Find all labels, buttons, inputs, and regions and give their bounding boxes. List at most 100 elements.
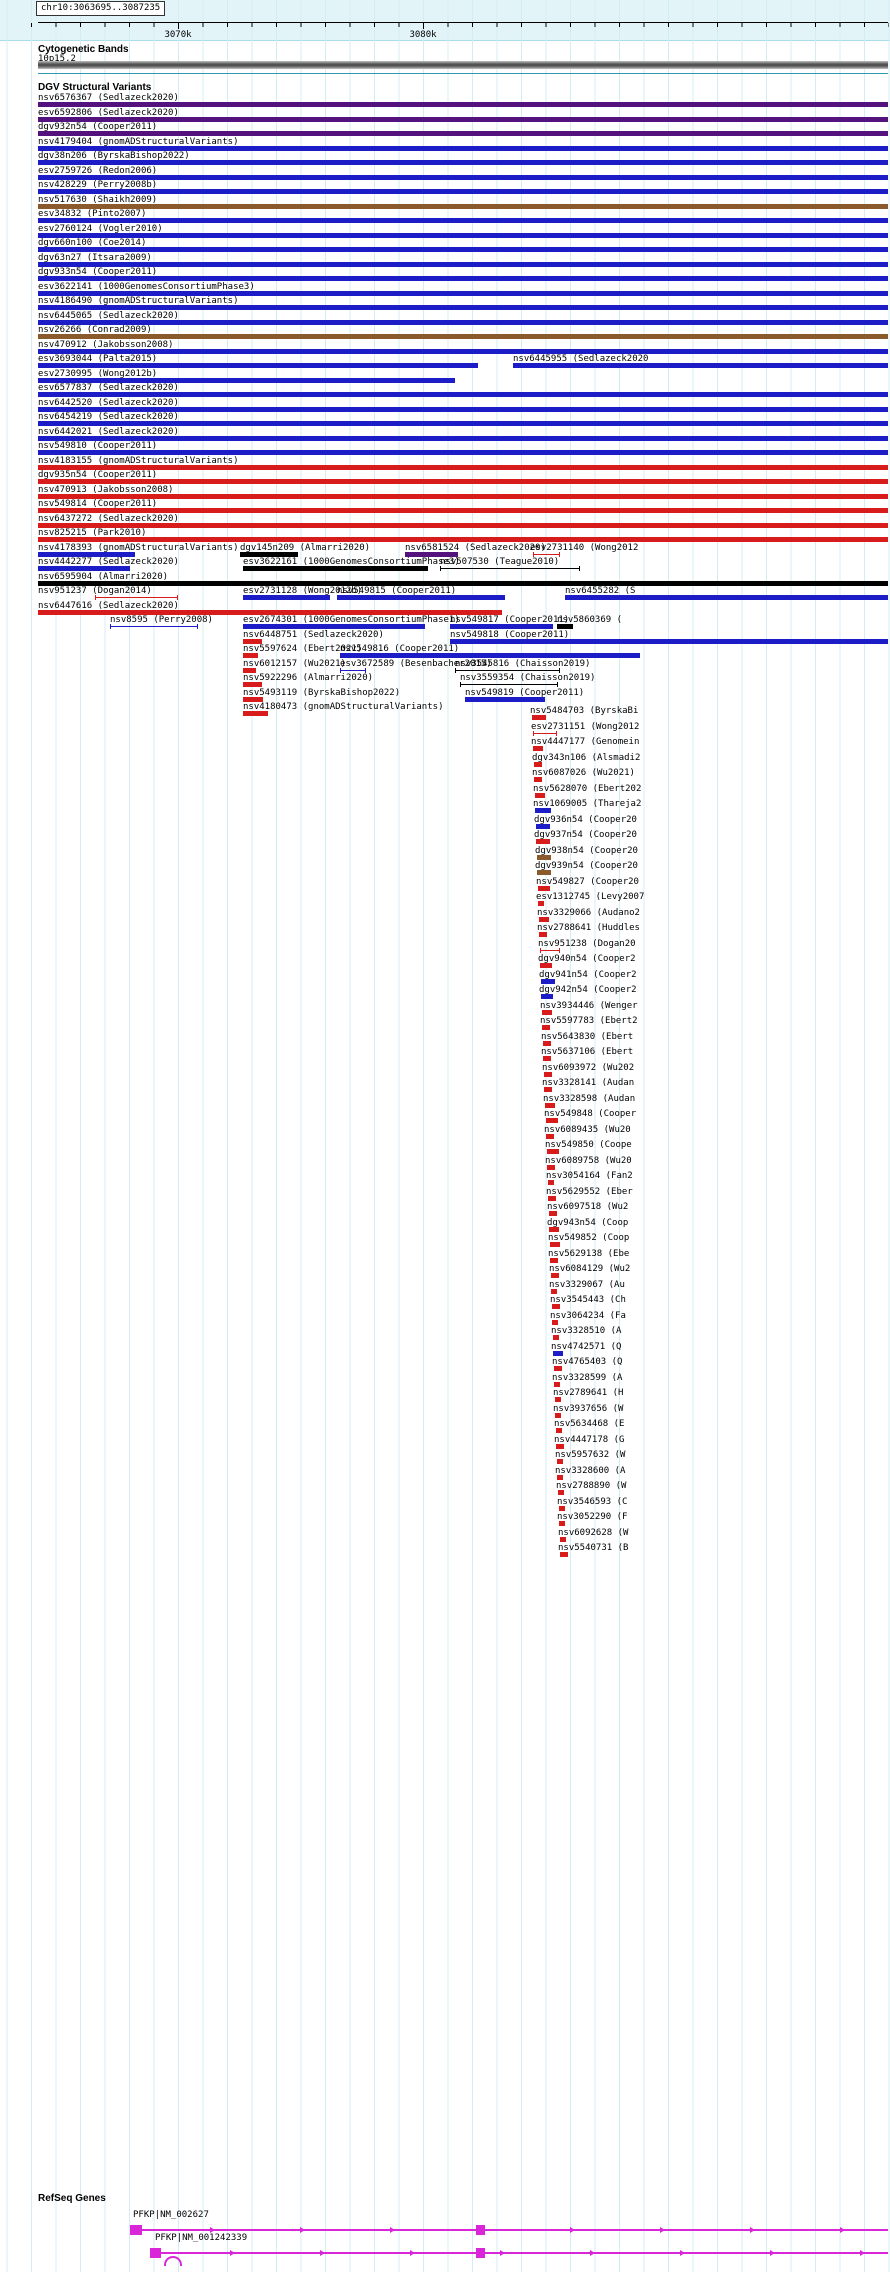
variant-bar[interactable] xyxy=(560,1552,568,1557)
variant-bar[interactable] xyxy=(565,595,888,600)
variant-bar[interactable] xyxy=(38,450,888,455)
variant-bar[interactable] xyxy=(450,624,553,629)
variant-bar[interactable] xyxy=(243,639,262,644)
variant-bar[interactable] xyxy=(38,117,888,122)
variant-bar[interactable] xyxy=(553,1335,559,1340)
variant-bar[interactable] xyxy=(538,901,544,906)
variant-bar[interactable] xyxy=(38,160,888,165)
variant-bar[interactable] xyxy=(38,334,888,339)
variant-bar[interactable] xyxy=(243,711,268,716)
variant-bar[interactable] xyxy=(543,1041,551,1046)
variant-bar[interactable] xyxy=(548,1196,556,1201)
variant-bar[interactable] xyxy=(551,1273,559,1278)
variant-bar[interactable] xyxy=(38,436,888,441)
variant-bar[interactable] xyxy=(243,697,263,702)
variant-bar[interactable] xyxy=(551,1289,557,1294)
variant-bar[interactable] xyxy=(533,731,557,736)
variant-bar[interactable] xyxy=(555,1413,561,1418)
variant-bar[interactable] xyxy=(38,305,888,310)
variant-bar[interactable] xyxy=(38,189,888,194)
variant-bar[interactable] xyxy=(536,839,550,844)
gene-exon[interactable] xyxy=(476,2225,485,2235)
variant-bar[interactable] xyxy=(38,378,455,383)
variant-bar[interactable] xyxy=(38,146,888,151)
variant-bar[interactable] xyxy=(38,537,888,542)
variant-bar[interactable] xyxy=(455,668,560,673)
variant-bar[interactable] xyxy=(552,1304,560,1309)
variant-bar[interactable] xyxy=(513,363,888,368)
variant-bar[interactable] xyxy=(559,1506,565,1511)
variant-bar[interactable] xyxy=(536,824,550,829)
variant-bar[interactable] xyxy=(543,1056,551,1061)
variant-bar[interactable] xyxy=(38,508,888,513)
variant-bar[interactable] xyxy=(38,320,888,325)
variant-bar[interactable] xyxy=(549,1211,557,1216)
variant-bar[interactable] xyxy=(38,131,888,136)
variant-bar[interactable] xyxy=(38,407,888,412)
variant-bar[interactable] xyxy=(544,1072,552,1077)
variant-bar[interactable] xyxy=(243,668,256,673)
variant-bar[interactable] xyxy=(547,1149,559,1154)
variant-bar[interactable] xyxy=(38,552,135,557)
variant-bar[interactable] xyxy=(465,697,545,702)
variant-bar[interactable] xyxy=(544,1087,552,1092)
variant-bar[interactable] xyxy=(560,1537,566,1542)
variant-bar[interactable] xyxy=(539,932,547,937)
variant-bar[interactable] xyxy=(541,994,553,999)
variant-bar[interactable] xyxy=(38,218,888,223)
variant-bar[interactable] xyxy=(539,917,549,922)
variant-bar[interactable] xyxy=(550,1258,558,1263)
variant-bar[interactable] xyxy=(546,1134,554,1139)
variant-bar[interactable] xyxy=(559,1521,565,1526)
variant-bar[interactable] xyxy=(546,1118,558,1123)
region-box[interactable]: chr10:3063695..3087235 xyxy=(36,1,166,16)
variant-bar[interactable] xyxy=(405,552,458,557)
variant-bar[interactable] xyxy=(440,566,580,571)
variant-bar[interactable] xyxy=(554,1366,562,1371)
variant-bar[interactable] xyxy=(38,363,478,368)
variant-bar[interactable] xyxy=(533,746,543,751)
variant-bar[interactable] xyxy=(549,1227,559,1232)
variant-bar[interactable] xyxy=(557,624,573,629)
variant-bar[interactable] xyxy=(557,1459,563,1464)
variant-bar[interactable] xyxy=(38,247,888,252)
variant-bar[interactable] xyxy=(38,102,888,107)
variant-bar[interactable] xyxy=(38,262,888,267)
gene-exon[interactable] xyxy=(476,2248,485,2258)
variant-bar[interactable] xyxy=(38,291,888,296)
variant-bar[interactable] xyxy=(540,963,552,968)
gene-intron-line[interactable] xyxy=(130,2229,888,2231)
variant-bar[interactable] xyxy=(38,233,888,238)
variant-bar[interactable] xyxy=(110,624,198,629)
variant-bar[interactable] xyxy=(555,1397,561,1402)
variant-bar[interactable] xyxy=(340,668,366,673)
variant-bar[interactable] xyxy=(340,653,640,658)
variant-bar[interactable] xyxy=(557,1475,563,1480)
gene-intron-line[interactable] xyxy=(150,2252,888,2254)
variant-bar[interactable] xyxy=(243,624,425,629)
variant-bar[interactable] xyxy=(534,762,542,767)
variant-bar[interactable] xyxy=(552,1320,558,1325)
variant-bar[interactable] xyxy=(535,793,545,798)
variant-bar[interactable] xyxy=(537,870,551,875)
variant-bar[interactable] xyxy=(38,494,888,499)
variant-bar[interactable] xyxy=(38,276,888,281)
variant-bar[interactable] xyxy=(243,682,262,687)
variant-bar[interactable] xyxy=(542,1025,550,1030)
variant-bar[interactable] xyxy=(240,552,298,557)
variant-bar[interactable] xyxy=(38,392,888,397)
variant-bar[interactable] xyxy=(38,479,888,484)
variant-bar[interactable] xyxy=(38,523,888,528)
variant-bar[interactable] xyxy=(535,808,551,813)
variant-bar[interactable] xyxy=(38,465,888,470)
variant-bar[interactable] xyxy=(450,639,888,644)
variant-bar[interactable] xyxy=(547,1165,555,1170)
variant-bar[interactable] xyxy=(38,204,888,209)
variant-bar[interactable] xyxy=(337,595,505,600)
variant-bar[interactable] xyxy=(38,349,888,354)
variant-bar[interactable] xyxy=(542,1010,552,1015)
variant-bar[interactable] xyxy=(38,566,130,571)
variant-bar[interactable] xyxy=(532,715,546,720)
variant-bar[interactable] xyxy=(533,552,560,557)
variant-bar[interactable] xyxy=(95,595,178,600)
